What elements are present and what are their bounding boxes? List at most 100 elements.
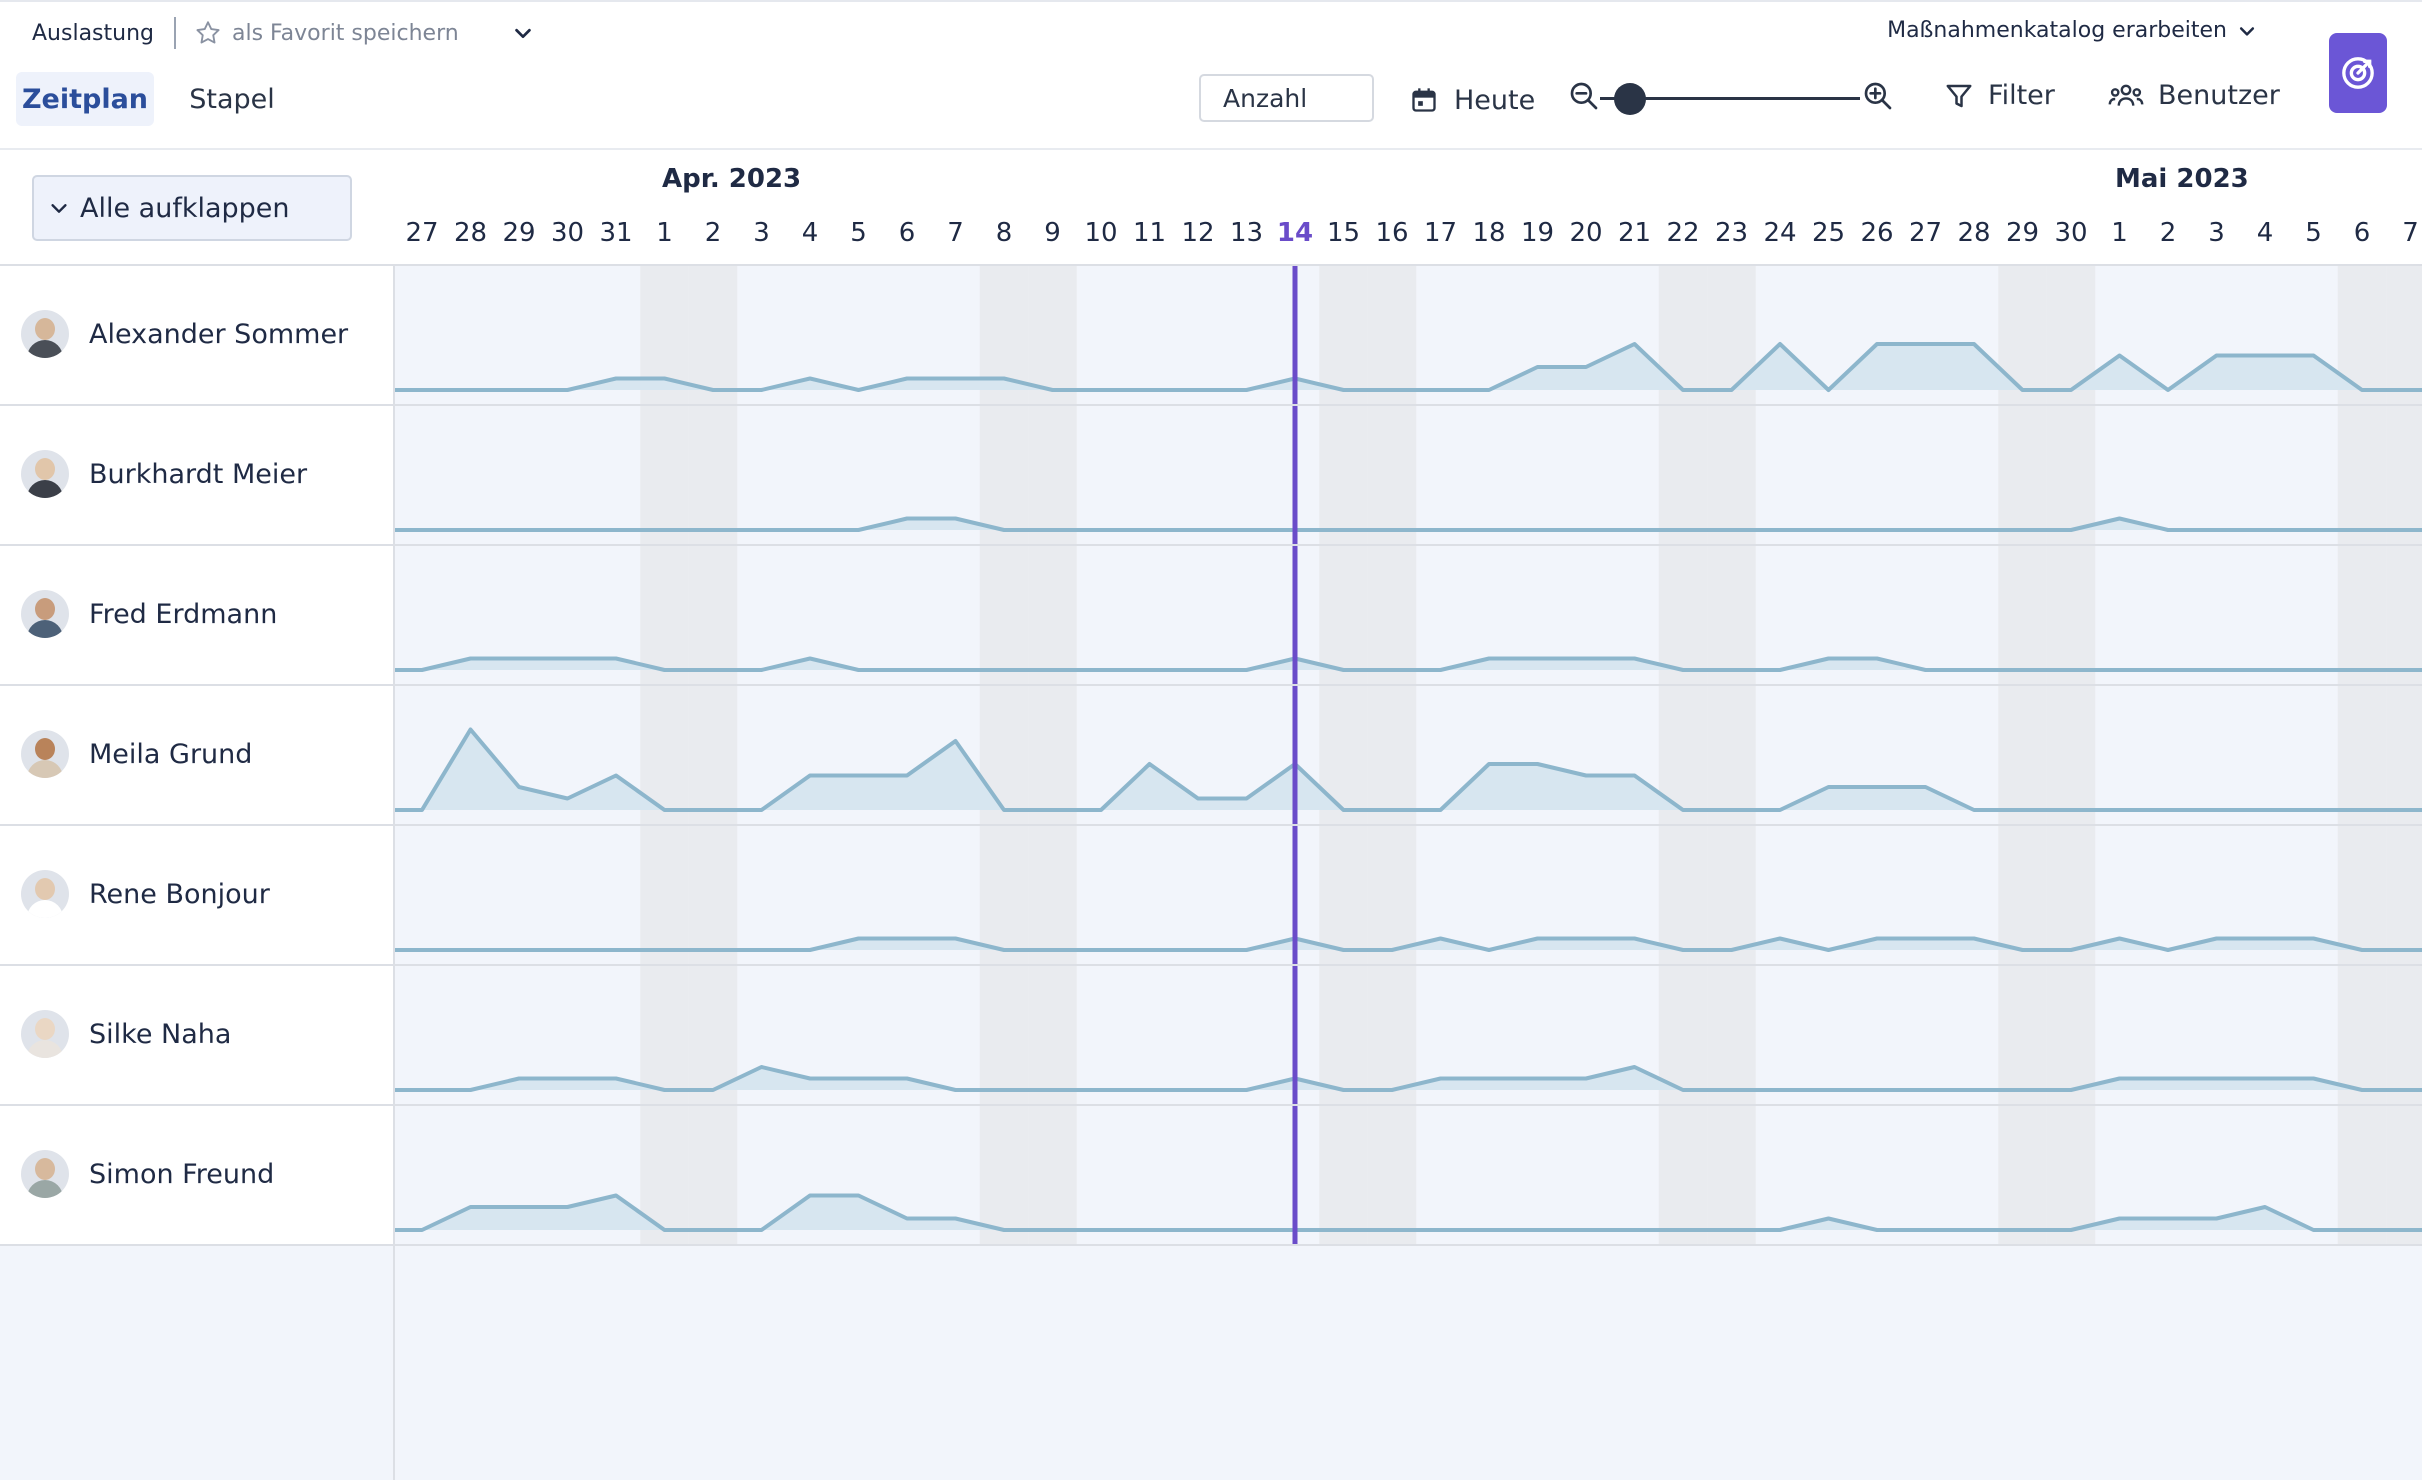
day-label: 3	[753, 218, 770, 248]
users-icon	[2108, 84, 2144, 106]
person-name: Fred Erdmann	[89, 598, 278, 630]
person-row[interactable]: Fred Erdmann	[0, 545, 393, 683]
utilization-line	[393, 1065, 2422, 1092]
day-label: 7	[947, 218, 964, 248]
weekend-column	[640, 265, 689, 1245]
save-favorite-label: als Favorit speichern	[232, 20, 459, 46]
row-separator	[0, 1104, 2422, 1106]
users-label: Benutzer	[2158, 80, 2280, 111]
day-label: 10	[1084, 218, 1118, 248]
person-name: Simon Freund	[89, 1158, 275, 1190]
person-row[interactable]: Simon Freund	[0, 1105, 393, 1243]
chevron-down-icon	[2239, 26, 2255, 36]
person-name: Silke Naha	[89, 1018, 232, 1050]
day-label: 3	[2208, 218, 2225, 248]
day-label: 14	[1276, 218, 1314, 248]
day-label: 16	[1375, 218, 1409, 248]
person-row[interactable]: Meila Grund	[0, 685, 393, 823]
row-separator	[0, 544, 2422, 546]
utilization-line	[393, 936, 2422, 952]
app-launcher-button[interactable]	[2329, 33, 2387, 113]
project-selector[interactable]: Maßnahmenkatalog erarbeiten	[1887, 18, 2257, 43]
avatar-icon	[21, 1150, 69, 1198]
display-mode-select[interactable]: Anzahl	[1199, 74, 1374, 122]
empty-area	[0, 1245, 2422, 1480]
day-label: 30	[550, 218, 585, 248]
weekend-column	[1319, 265, 1368, 1245]
star-icon	[196, 21, 220, 44]
top-border	[0, 0, 2422, 2]
person-name: Burkhardt Meier	[89, 458, 308, 490]
day-label: 28	[1957, 218, 1991, 248]
sidebar-divider	[393, 265, 395, 1480]
day-label: 20	[1569, 218, 1603, 248]
person-row[interactable]: Burkhardt Meier	[0, 405, 393, 543]
day-label: 29	[2005, 218, 2040, 248]
utilization-line	[393, 1193, 2422, 1232]
weekend-column	[1707, 265, 1756, 1245]
tab-stapel[interactable]: Stapel	[189, 83, 275, 115]
tab-zeitplan[interactable]: Zeitplan	[16, 72, 154, 126]
header-divider	[0, 148, 2422, 150]
day-label: 2	[704, 218, 722, 248]
person-row[interactable]: Silke Naha	[0, 965, 393, 1103]
weekend-column	[1367, 265, 1417, 1245]
zoom-in-icon[interactable]	[1862, 80, 1894, 112]
save-favorite-button[interactable]: als Favorit speichern	[194, 19, 459, 47]
utilization-line	[393, 516, 2422, 532]
day-label: 1	[656, 218, 673, 248]
utilization-line	[393, 656, 2422, 672]
day-label: 25	[1811, 218, 1846, 248]
month-label: Mai 2023	[2115, 164, 2249, 194]
row-separator	[0, 264, 2422, 266]
person-name: Meila Grund	[89, 738, 253, 770]
users-button[interactable]: Benutzer	[2108, 80, 2280, 111]
person-name: Alexander Sommer	[89, 318, 349, 350]
chevron-down-icon[interactable]	[512, 22, 534, 44]
today-button[interactable]: Heute	[1410, 80, 1535, 120]
day-label: 18	[1472, 218, 1506, 248]
chevron-down-icon	[51, 204, 67, 213]
day-label: 6	[898, 218, 916, 248]
filter-button[interactable]: Filter	[1944, 80, 2055, 111]
day-label: 31	[599, 218, 633, 248]
expand-all-button[interactable]: Alle aufklappen	[32, 175, 352, 241]
weekend-column	[1028, 265, 1077, 1245]
day-label: 13	[1229, 218, 1264, 248]
utilization-area	[393, 1067, 2422, 1090]
zoom-out-icon[interactable]	[1568, 80, 1600, 112]
view-title[interactable]: Auslastung	[32, 20, 154, 46]
utilization-grid	[393, 265, 2422, 1245]
utilization-line	[393, 342, 2422, 392]
today-label: Heute	[1454, 84, 1536, 116]
expand-all-label: Alle aufklappen	[80, 192, 290, 224]
avatar-icon	[21, 590, 69, 638]
weekend-column	[1658, 265, 1708, 1245]
utilization-area	[393, 1195, 2422, 1230]
zoom-slider-thumb[interactable]	[1614, 83, 1646, 115]
day-label: 5	[850, 218, 867, 248]
day-label: 24	[1763, 218, 1797, 248]
day-label: 4	[2256, 218, 2274, 248]
row-separator	[0, 964, 2422, 966]
avatar-icon	[21, 310, 69, 358]
day-label: 5	[2305, 218, 2322, 248]
day-label: 15	[1326, 218, 1361, 248]
row-separator	[0, 684, 2422, 686]
zoom-slider-track[interactable]	[1600, 97, 1860, 100]
utilization-line	[393, 727, 2422, 812]
weekend-column	[1998, 265, 2047, 1245]
person-name: Rene Bonjour	[89, 878, 270, 910]
day-label: 8	[995, 218, 1013, 248]
filter-label: Filter	[1988, 80, 2055, 111]
day-label: 6	[2353, 218, 2371, 248]
utilization-area	[393, 344, 2422, 390]
weekend-column	[688, 265, 738, 1245]
day-label: 4	[801, 218, 819, 248]
person-row[interactable]: Rene Bonjour	[0, 825, 393, 963]
day-label: 23	[1714, 218, 1749, 248]
person-row[interactable]: Alexander Sommer	[0, 265, 393, 403]
weekend-column	[2337, 265, 2387, 1245]
day-label: 30	[2054, 218, 2088, 248]
day-label: 19	[1520, 218, 1555, 248]
